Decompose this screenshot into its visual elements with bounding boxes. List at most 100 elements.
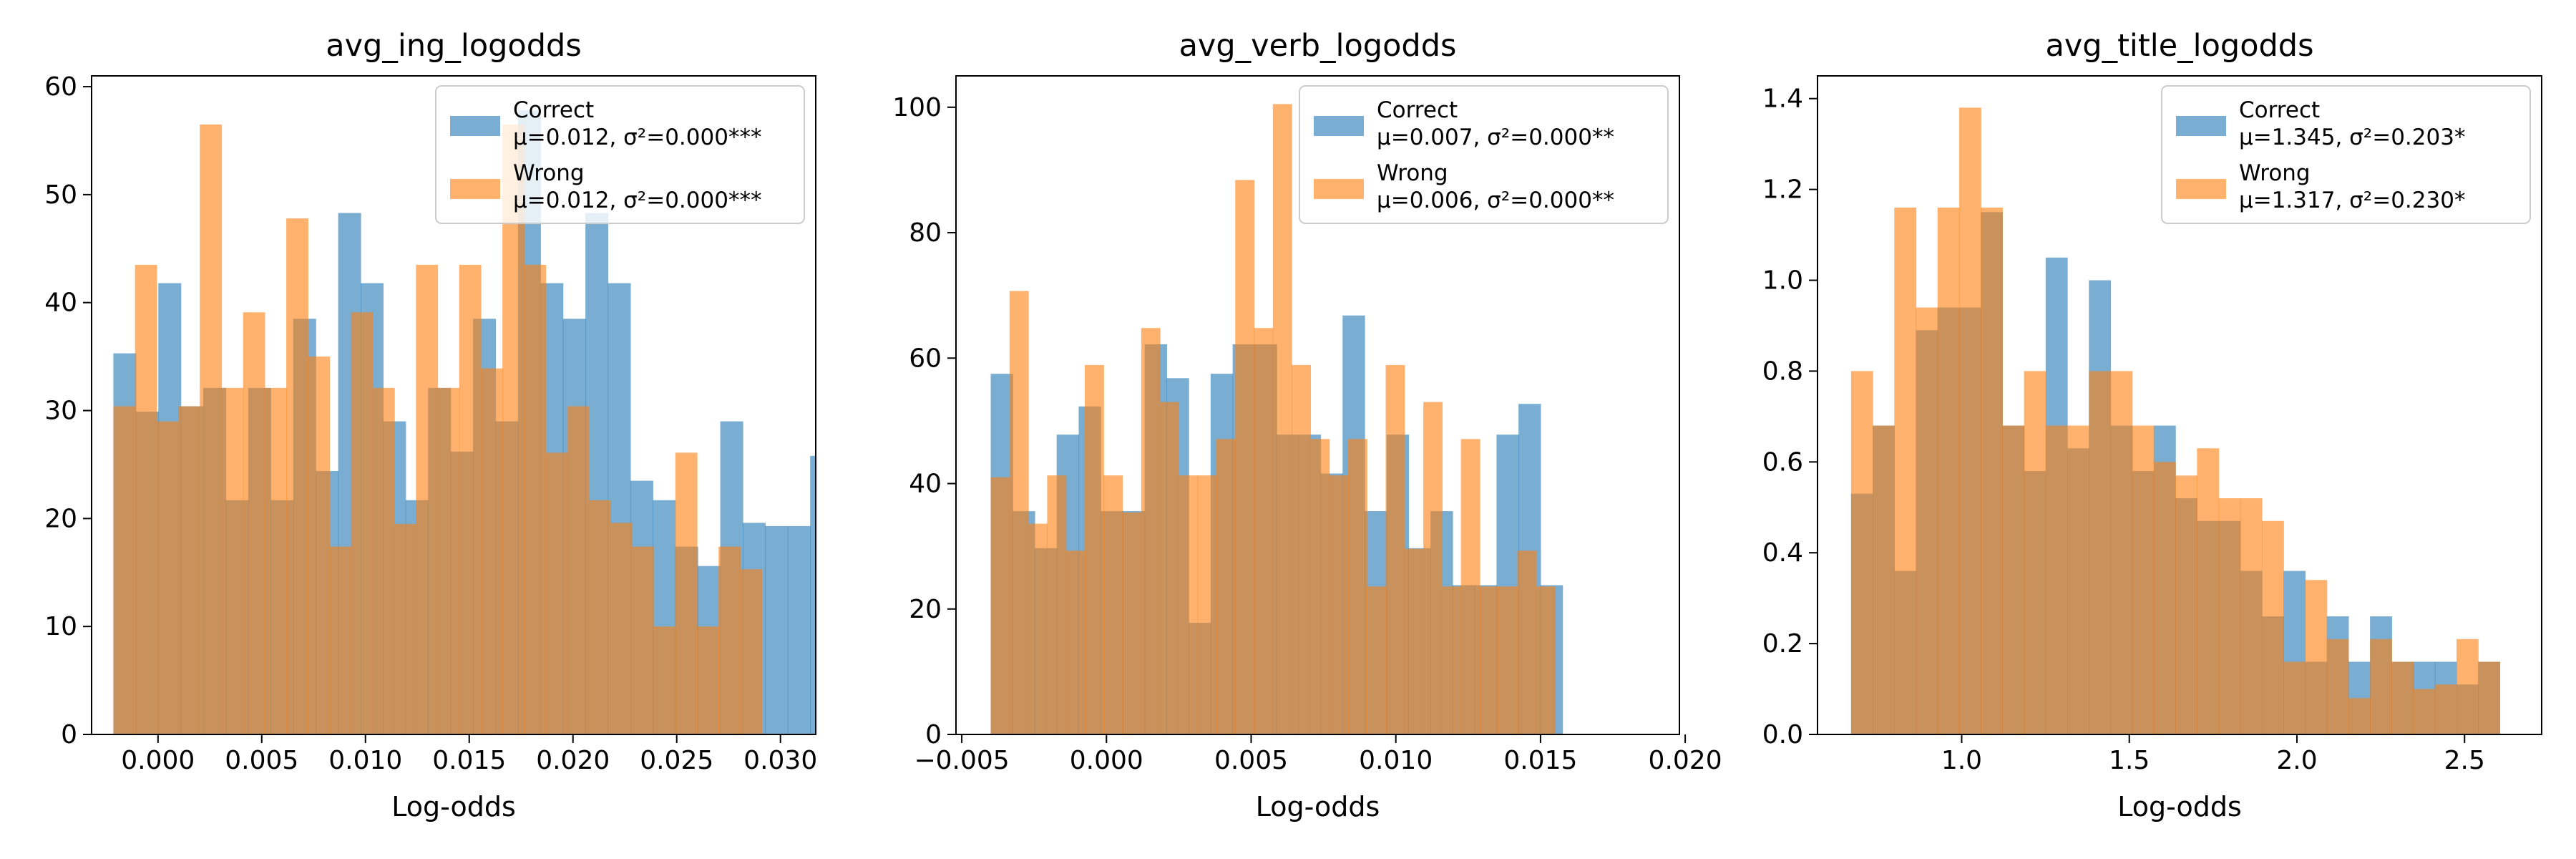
legend-series-name: Wrong bbox=[1377, 160, 1448, 186]
wrong-bar bbox=[2478, 661, 2501, 734]
wrong-bar bbox=[480, 368, 503, 734]
wrong-legend-swatch bbox=[2176, 179, 2226, 199]
wrong-bar bbox=[2305, 580, 2328, 734]
wrong-legend-swatch bbox=[450, 179, 500, 199]
legend-series-name: Wrong bbox=[2239, 160, 2311, 186]
wrong-bar bbox=[264, 387, 287, 734]
y-tick-label: 0 bbox=[925, 720, 942, 749]
legend-series-name: Wrong bbox=[513, 160, 585, 186]
wrong-bar bbox=[1536, 586, 1556, 734]
wrong-bar bbox=[1404, 548, 1424, 734]
wrong-bar bbox=[1197, 475, 1217, 734]
wrong-bar bbox=[1235, 180, 1255, 734]
y-tick-label: 20 bbox=[44, 504, 77, 533]
wrong-bar bbox=[1329, 475, 1349, 734]
correct-bar bbox=[765, 525, 789, 734]
x-tick-label: 0.000 bbox=[1070, 746, 1143, 775]
wrong-bar bbox=[1460, 439, 1480, 734]
wrong-bar bbox=[1367, 586, 1387, 734]
wrong-bar bbox=[437, 387, 460, 734]
wrong-bar bbox=[1292, 364, 1311, 734]
wrong-bar bbox=[1254, 328, 1274, 734]
wrong-bar bbox=[1084, 364, 1104, 734]
wrong-bar bbox=[178, 406, 200, 734]
wrong-bar bbox=[1141, 328, 1161, 734]
wrong-bar bbox=[567, 406, 590, 734]
wrong-bar bbox=[1216, 439, 1236, 734]
y-tick-label: 0 bbox=[61, 720, 77, 749]
x-tick-label: 0.015 bbox=[432, 746, 506, 775]
wrong-bar bbox=[2370, 639, 2392, 734]
y-tick-label: 0.6 bbox=[1762, 447, 1803, 477]
y-tick-label: 1.0 bbox=[1762, 266, 1803, 296]
wrong-bar bbox=[1498, 586, 1518, 734]
wrong-bar bbox=[2175, 475, 2197, 734]
wrong-bar bbox=[1009, 291, 1029, 734]
wrong-legend-swatch bbox=[1314, 179, 1364, 199]
wrong-bar bbox=[135, 264, 157, 734]
wrong-bar bbox=[588, 500, 611, 734]
wrong-bar bbox=[1047, 475, 1067, 734]
wrong-bar bbox=[990, 477, 1010, 734]
y-tick-label: 60 bbox=[44, 72, 77, 102]
x-tick-label: 2.0 bbox=[2276, 746, 2317, 775]
wrong-bar bbox=[329, 546, 352, 734]
y-tick-label: 40 bbox=[44, 288, 77, 318]
wrong-bar bbox=[459, 264, 482, 734]
legend-series-stats: μ=0.012, σ²=0.000*** bbox=[513, 188, 761, 213]
x-tick-label: 0.000 bbox=[121, 746, 195, 775]
correct-legend-swatch bbox=[1314, 116, 1364, 136]
correct-legend-swatch bbox=[2176, 116, 2226, 136]
y-tick-label: 60 bbox=[909, 344, 942, 373]
wrong-bar bbox=[653, 626, 676, 734]
wrong-bar bbox=[2218, 498, 2241, 734]
wrong-bar bbox=[200, 124, 223, 734]
wrong-bar bbox=[2110, 371, 2133, 734]
wrong-bar bbox=[524, 264, 547, 734]
legend-series-stats: μ=0.012, σ²=0.000*** bbox=[513, 125, 761, 150]
wrong-bar bbox=[2153, 462, 2176, 734]
wrong-bar bbox=[1479, 586, 1499, 734]
wrong-bar bbox=[1065, 550, 1085, 734]
wrong-bar bbox=[2024, 371, 2046, 734]
histogram-panel-avg-ing: 0.000 0.005 0.010 0.015 0.020 0.025 0.030 0 10 20… bbox=[44, 28, 817, 822]
wrong-bar bbox=[416, 264, 439, 734]
plot-frame bbox=[955, 75, 1680, 735]
legend-series-name: Correct bbox=[1377, 97, 1458, 123]
wrong-bar bbox=[2002, 425, 2025, 734]
wrong-bar bbox=[221, 387, 244, 734]
legend-series-stats: μ=1.317, σ²=0.230* bbox=[2239, 188, 2465, 213]
wrong-bar bbox=[2348, 698, 2371, 734]
wrong-bar bbox=[1272, 104, 1292, 734]
y-tick-label: 0.0 bbox=[1762, 720, 1803, 749]
wrong-bar bbox=[2434, 684, 2457, 734]
wrong-bar bbox=[1160, 402, 1179, 734]
wrong-bar bbox=[372, 387, 395, 734]
wrong-bar bbox=[2457, 639, 2479, 734]
wrong-bar bbox=[1873, 425, 1895, 734]
y-tick-label: 100 bbox=[892, 93, 942, 122]
wrong-bar bbox=[1122, 512, 1142, 734]
y-tick-label: 40 bbox=[909, 470, 942, 499]
wrong-bar bbox=[697, 626, 719, 734]
x-tick-label: 0.010 bbox=[1359, 746, 1433, 775]
wrong-bar bbox=[1385, 364, 1405, 734]
wrong-bar bbox=[632, 546, 655, 734]
wrong-bar bbox=[1347, 439, 1367, 734]
bars-group bbox=[990, 104, 1563, 734]
y-tick-label: 0.4 bbox=[1762, 538, 1803, 568]
wrong-bar bbox=[394, 523, 416, 734]
legend-series-stats: μ=0.007, σ²=0.000** bbox=[1377, 125, 1614, 150]
wrong-bar bbox=[2413, 689, 2436, 734]
wrong-bar bbox=[2067, 425, 2089, 734]
wrong-bar bbox=[113, 406, 136, 734]
wrong-bar bbox=[1103, 475, 1123, 734]
wrong-bar bbox=[1850, 371, 1873, 734]
y-tick-label: 10 bbox=[44, 612, 77, 641]
wrong-bar bbox=[1517, 550, 1537, 734]
legend-series-stats: μ=0.006, σ²=0.000** bbox=[1377, 188, 1614, 213]
wrong-bar bbox=[2089, 371, 2112, 734]
